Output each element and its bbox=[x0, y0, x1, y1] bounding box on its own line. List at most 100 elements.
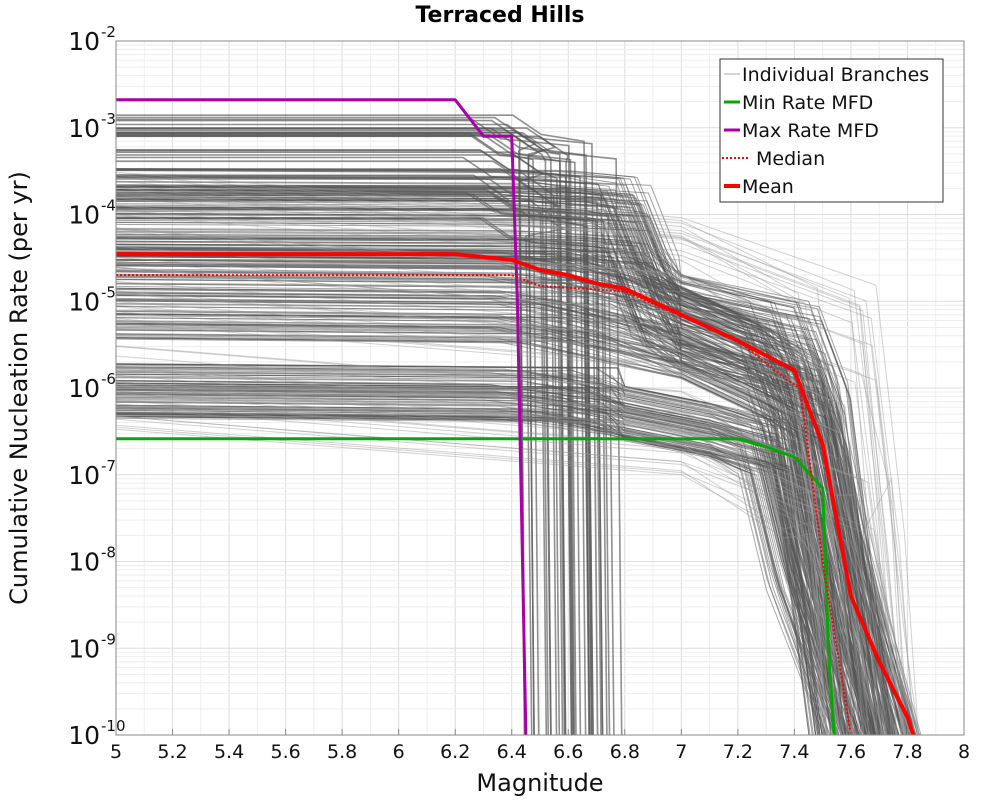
x-tick-label: 6.6 bbox=[553, 741, 583, 763]
branch-line bbox=[115, 266, 920, 736]
branch-line bbox=[115, 322, 852, 736]
y-tick-label: 10 bbox=[68, 461, 100, 490]
branch-line bbox=[115, 245, 854, 736]
branch-line bbox=[115, 300, 908, 736]
branch-line bbox=[115, 187, 909, 736]
y-tick-exponent: -10 bbox=[101, 717, 126, 735]
branch-line bbox=[115, 280, 863, 736]
series-line-1 bbox=[116, 98, 528, 736]
branch-line bbox=[115, 293, 864, 736]
branch-line bbox=[115, 346, 854, 736]
x-axis-ticks: 5 5.2 5.4 5.6 5.8 6 6.2 6.4 6.6 6.8 7 7.2 7.4 7.6 7.8 8 bbox=[110, 729, 970, 763]
branch-line bbox=[115, 366, 875, 736]
legend-label: Min Rate MFD bbox=[742, 92, 873, 114]
branch-line bbox=[115, 398, 844, 736]
branch-line bbox=[115, 214, 845, 736]
branch-line bbox=[115, 205, 915, 736]
branch-line bbox=[115, 365, 906, 736]
y-tick-label: 10 bbox=[68, 287, 100, 316]
y-tick-exponent: -5 bbox=[101, 283, 116, 301]
branch-line bbox=[115, 385, 845, 736]
branch-line bbox=[115, 385, 870, 736]
branch-line bbox=[115, 415, 827, 736]
x-tick-label: 7.4 bbox=[779, 741, 809, 763]
x-tick-label: 8 bbox=[958, 741, 970, 763]
branch-line bbox=[115, 370, 872, 736]
branch-line bbox=[115, 185, 881, 736]
branch-line bbox=[116, 123, 537, 736]
branch-line bbox=[115, 171, 919, 736]
y-axis-ticks: 10-210-310-410-510-610-710-810-910-10 bbox=[68, 23, 125, 750]
series-lines bbox=[116, 98, 916, 736]
branch-line bbox=[115, 191, 841, 736]
legend-label: Individual Branches bbox=[742, 64, 929, 86]
y-tick-exponent: -4 bbox=[101, 197, 116, 215]
branch-line bbox=[115, 413, 874, 736]
branch-line bbox=[115, 400, 846, 736]
branch-line bbox=[115, 418, 907, 736]
y-tick-label: 10 bbox=[68, 548, 100, 577]
x-tick-label: 5.6 bbox=[270, 741, 300, 763]
branch-line bbox=[115, 319, 884, 736]
legend-box bbox=[719, 58, 944, 203]
branch-line bbox=[115, 193, 903, 736]
x-tick-label: 5.8 bbox=[327, 741, 357, 763]
plot-frame bbox=[115, 40, 965, 736]
branch-line bbox=[115, 260, 905, 736]
legend-label: Max Rate MFD bbox=[742, 120, 879, 142]
branch-line bbox=[115, 266, 824, 736]
x-tick-label: 6 bbox=[393, 741, 405, 763]
branch-line bbox=[115, 424, 827, 736]
branch-line bbox=[115, 174, 861, 736]
y-tick-exponent: -9 bbox=[101, 630, 116, 648]
y-tick-label: 10 bbox=[68, 27, 100, 56]
y-tick-exponent: -3 bbox=[101, 110, 116, 128]
branch-line bbox=[115, 209, 895, 736]
branch-line bbox=[115, 261, 904, 736]
branch-line bbox=[115, 409, 875, 736]
branch-line bbox=[115, 414, 830, 736]
x-tick-label: 5.4 bbox=[214, 741, 244, 763]
branch-line bbox=[115, 177, 897, 736]
legend-label: Median bbox=[756, 148, 825, 170]
x-axis-label: Magnitude bbox=[476, 769, 603, 797]
branch-line bbox=[115, 324, 910, 736]
x-tick-label: 7.6 bbox=[836, 741, 866, 763]
branch-line bbox=[115, 363, 866, 736]
branch-line bbox=[115, 318, 880, 736]
branch-line bbox=[115, 408, 876, 736]
y-tick-exponent: -2 bbox=[101, 23, 116, 41]
branch-line bbox=[115, 292, 888, 736]
branch-line bbox=[115, 300, 870, 736]
branch-line bbox=[115, 304, 842, 736]
x-tick-label: 7 bbox=[675, 741, 687, 763]
branch-line bbox=[115, 380, 839, 736]
y-tick-exponent: -6 bbox=[101, 370, 116, 388]
individual-branches bbox=[115, 114, 922, 736]
branch-line bbox=[115, 371, 848, 736]
branch-line bbox=[115, 192, 903, 736]
x-tick-label: 6.4 bbox=[497, 741, 527, 763]
y-tick-exponent: -7 bbox=[101, 457, 116, 475]
legend: Individual Branches Min Rate MFD Max Rate … bbox=[719, 58, 944, 203]
branch-line bbox=[115, 291, 916, 736]
branch-line bbox=[115, 412, 878, 736]
x-tick-label: 6.2 bbox=[440, 741, 470, 763]
y-axis-label: Cumulative Nucleation Rate (per yr) bbox=[5, 171, 33, 605]
branch-line bbox=[115, 388, 844, 736]
x-tick-label: 5 bbox=[110, 741, 122, 763]
y-tick-label: 10 bbox=[68, 634, 100, 663]
branch-line bbox=[115, 377, 865, 736]
y-tick-exponent: -8 bbox=[101, 544, 116, 562]
branch-line bbox=[115, 380, 858, 736]
branch-line bbox=[115, 258, 847, 736]
branch-line bbox=[115, 310, 911, 736]
branch-line bbox=[115, 247, 911, 736]
branch-line bbox=[115, 268, 899, 736]
branch-line bbox=[115, 406, 860, 736]
branch-line bbox=[115, 268, 898, 736]
y-tick-label: 10 bbox=[68, 374, 100, 403]
x-tick-label: 7.2 bbox=[723, 741, 753, 763]
branch-line bbox=[115, 230, 906, 736]
